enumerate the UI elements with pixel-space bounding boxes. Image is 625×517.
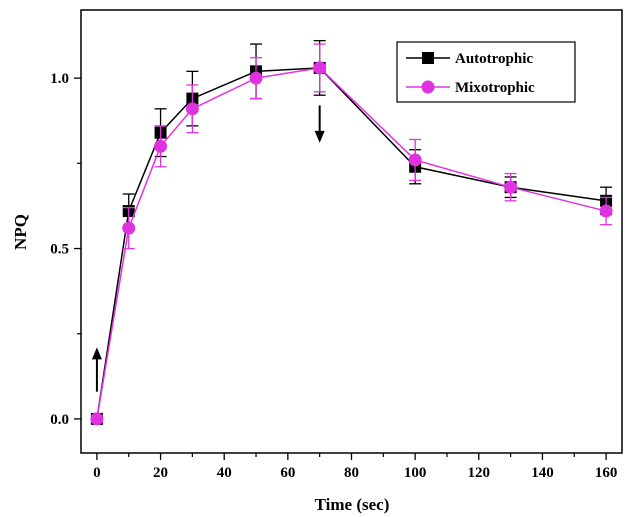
y-axis-ticks: 0.0 0.5 1.0 [50, 71, 81, 428]
x-tick-label-0: 0 [93, 465, 101, 481]
point-mixotrophic-5 [313, 61, 327, 75]
y-axis-title: NPQ [11, 214, 30, 250]
x-tick-label-60: 60 [280, 465, 295, 481]
point-mixotrophic-8 [599, 204, 613, 218]
point-mixotrophic-6 [408, 153, 422, 167]
x-tick-label-120: 120 [468, 465, 491, 481]
point-mixotrophic-2 [154, 139, 168, 153]
point-mixotrophic-4 [249, 71, 263, 85]
series-line-autotrophic [96, 67, 607, 420]
point-mixotrophic-7 [504, 180, 518, 194]
series-mixotrophic [90, 43, 613, 426]
point-mixotrophic-3 [185, 102, 199, 116]
annotation-arrowhead-0 [91, 347, 102, 360]
legend-marker-mixotrophic [421, 80, 435, 94]
legend: Autotrophic Mixotrophic [396, 41, 576, 103]
x-axis-ticks: 0 20 40 60 80 100 120 140 160 [93, 453, 617, 481]
y-tick-label-0: 0.0 [50, 412, 69, 428]
legend-label-mixotrophic: Mixotrophic [455, 80, 535, 96]
x-tick-label-100: 100 [404, 465, 427, 481]
legend-label-autotrophic: Autotrophic [455, 51, 533, 67]
annotation-arrowhead-1 [314, 130, 325, 143]
y-tick-label-0.5: 0.5 [50, 242, 69, 258]
point-mixotrophic-0 [90, 412, 104, 426]
series-layer [90, 40, 613, 426]
x-tick-label-80: 80 [344, 465, 359, 481]
x-tick-label-20: 20 [153, 465, 168, 481]
x-tick-label-160: 160 [595, 465, 618, 481]
legend-marker-autotrophic [422, 52, 434, 64]
annotations [91, 105, 325, 392]
point-mixotrophic-1 [122, 221, 136, 235]
series-line-mixotrophic [96, 67, 607, 420]
x-tick-label-40: 40 [217, 465, 232, 481]
x-axis-title: Time (sec) [315, 495, 390, 514]
x-tick-label-140: 140 [531, 465, 554, 481]
y-tick-label-1: 1.0 [50, 71, 69, 87]
